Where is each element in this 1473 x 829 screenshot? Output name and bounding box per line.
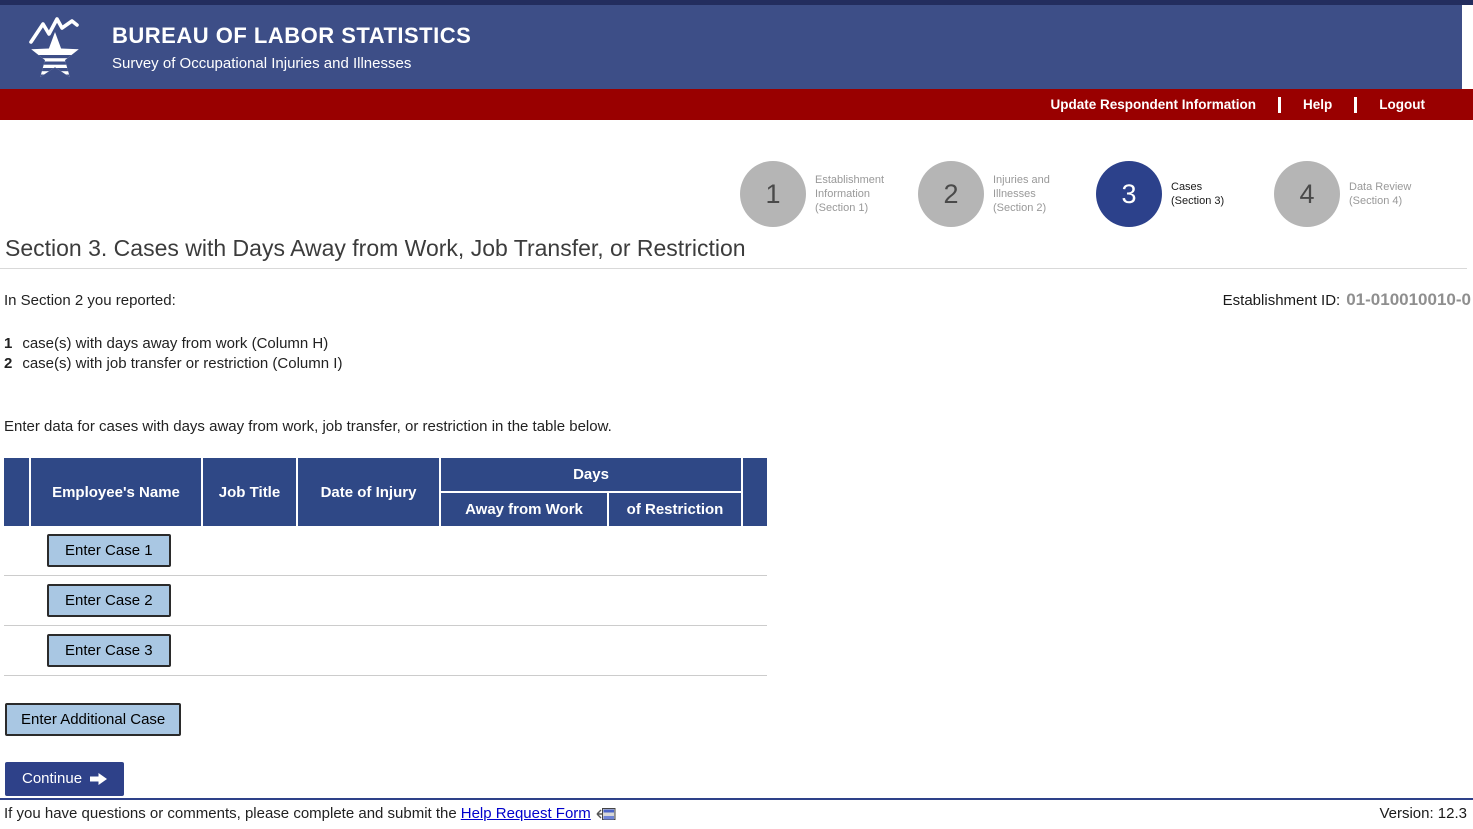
enter-additional-case-button[interactable]: Enter Additional Case	[5, 703, 182, 736]
job-transfer-text: case(s) with job transfer or restriction…	[22, 355, 343, 372]
progress-stepper: 1 Establishment Information (Section 1) …	[740, 161, 1473, 227]
header-days-of-restriction: of Restriction	[609, 493, 741, 526]
step-2-circle: 2	[918, 161, 984, 227]
page-footer: If you have questions or comments, pleas…	[0, 798, 1473, 822]
table-instruction: Enter data for cases with days away from…	[4, 418, 612, 435]
step-4-circle: 4	[1274, 161, 1340, 227]
step-2-label: Injuries and Illnesses (Section 2)	[993, 174, 1050, 214]
header-job-title: Job Title	[203, 458, 296, 526]
nav-help[interactable]: Help	[1303, 97, 1333, 112]
header-days-group: Days	[441, 458, 741, 491]
reported-cases-list: 1 case(s) with days away from work (Colum…	[4, 334, 1469, 374]
establishment-id-label: Establishment ID:	[1222, 292, 1341, 309]
continue-arrow-icon	[90, 772, 108, 785]
nav-logout[interactable]: Logout	[1379, 97, 1425, 112]
enter-case-1-button[interactable]: Enter Case 1	[47, 534, 171, 567]
step-3-cases-active: 3 Cases (Section 3)	[1096, 161, 1274, 227]
reported-item-days-away: 1 case(s) with days away from work (Colum…	[4, 334, 1469, 354]
new-window-icon[interactable]	[596, 807, 616, 821]
header-days-away-from-work: Away from Work	[441, 493, 607, 526]
table-row: Enter Case 3	[4, 626, 767, 676]
continue-button[interactable]: Continue	[5, 762, 125, 796]
header-cell-right-spacer	[743, 458, 767, 526]
help-request-form-link[interactable]: Help Request Form	[460, 805, 591, 822]
step-1-establishment-information: 1 Establishment Information (Section 1)	[740, 161, 918, 227]
continue-button-label: Continue	[22, 770, 83, 787]
nav-separator	[1278, 96, 1281, 113]
days-away-count: 1	[4, 335, 13, 352]
table-row: Enter Case 2	[4, 576, 767, 626]
cases-table: Employee's Name Job Title Date of Injury…	[4, 458, 767, 676]
app-subtitle: Survey of Occupational Injuries and Illn…	[112, 54, 412, 72]
title-divider	[0, 268, 1467, 269]
establishment-id: Establishment ID: 01-010010010-0	[1223, 290, 1471, 310]
establishment-id-value: 01-010010010-0	[1346, 290, 1471, 309]
page-title: Section 3. Cases with Days Away from Wor…	[5, 235, 746, 261]
top-border-line	[0, 0, 1473, 5]
nav-update-respondent-info[interactable]: Update Respondent Information	[1050, 97, 1257, 112]
bls-star-logo-icon	[29, 17, 79, 78]
step-3-label: Cases (Section 3)	[1171, 181, 1225, 207]
app-title: BUREAU OF LABOR STATISTICS	[112, 22, 472, 48]
step-2-injuries-illnesses: 2 Injuries and Illnesses (Section 2)	[918, 161, 1096, 227]
job-transfer-count: 2	[4, 355, 13, 372]
enter-case-3-button[interactable]: Enter Case 3	[47, 634, 171, 667]
cases-table-header: Employee's Name Job Title Date of Injury…	[4, 458, 767, 526]
step-4-data-review: 4 Data Review (Section 4)	[1274, 161, 1452, 227]
header-employee-name: Employee's Name	[31, 458, 201, 526]
header-date-of-injury: Date of Injury	[298, 458, 439, 526]
step-3-circle: 3	[1096, 161, 1162, 227]
step-1-circle: 1	[740, 161, 806, 227]
version-label: Version: 12.3	[1379, 805, 1467, 822]
table-row: Enter Case 1	[4, 526, 767, 576]
app-header: BUREAU OF LABOR STATISTICS Survey of Occ…	[0, 5, 1473, 89]
footer-message: If you have questions or comments, pleas…	[4, 805, 457, 822]
utility-nav-bar: Update Respondent Information Help Logou…	[0, 89, 1473, 120]
step-4-label: Data Review (Section 4)	[1349, 181, 1412, 207]
days-away-text: case(s) with days away from work (Column…	[22, 335, 329, 352]
step-1-label: Establishment Information (Section 1)	[815, 174, 885, 214]
nav-separator	[1354, 96, 1358, 113]
reported-item-job-transfer: 2 case(s) with job transfer or restrictio…	[4, 354, 1469, 374]
reported-heading: In Section 2 you reported:	[4, 292, 176, 309]
enter-case-2-button[interactable]: Enter Case 2	[47, 584, 171, 617]
header-cell-left-spacer	[4, 458, 29, 526]
